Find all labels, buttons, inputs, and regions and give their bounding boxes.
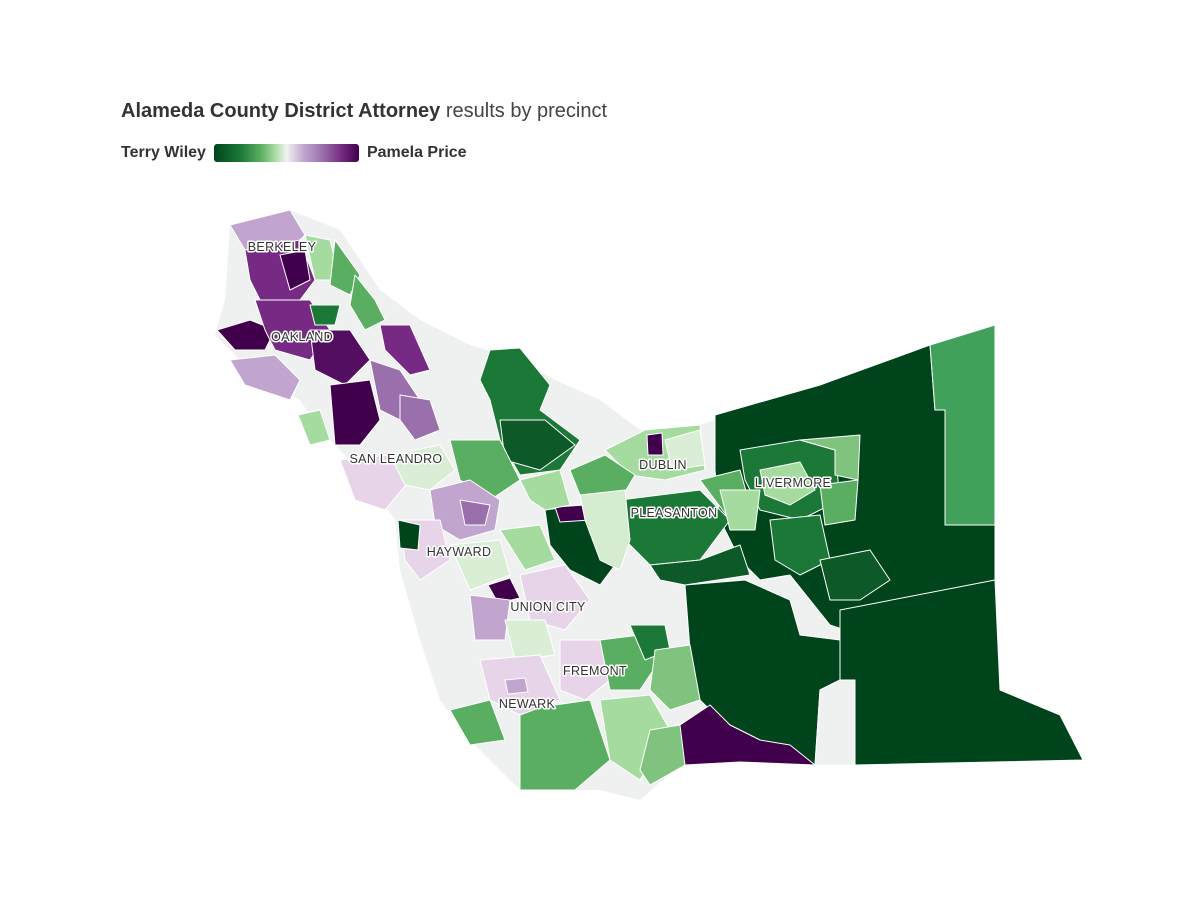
map-title-bold: Alameda County District Attorney [121, 100, 441, 122]
precinct-oakland-j [349, 274, 386, 331]
city-label-san-leandro: SAN LEANDRO [350, 452, 443, 466]
city-label-berkeley: BERKELEY [248, 240, 317, 254]
precinct-pleasanton-d [719, 489, 761, 531]
city-label-pleasanton: PLEASANTON [631, 506, 718, 520]
precinct-hayward-d [397, 519, 421, 551]
precinct-hills-e [579, 489, 631, 571]
precinct-oakland-h [309, 304, 341, 326]
precinct-far-east [929, 324, 996, 526]
precinct-southeast-dark [839, 579, 1084, 766]
legend-left-label: Terry Wiley [121, 144, 206, 161]
precinct-livermore-d [819, 479, 859, 526]
legend-color-ramp [213, 144, 359, 162]
city-label-livermore: LIVERMORE [755, 476, 831, 490]
precinct-regions [215, 209, 1084, 800]
precinct-fremont-a [559, 639, 611, 701]
legend-right-label: Pamela Price [366, 144, 467, 161]
precinct-sanleandro-a [339, 454, 411, 511]
precinct-berkeley-c [279, 249, 311, 291]
city-label-union-city: UNION CITY [510, 600, 586, 614]
precinct-dublin-c [664, 429, 706, 471]
precinct-pleasanton-b [649, 544, 751, 586]
precinct-fremont-d [649, 644, 701, 711]
precinct-oakland-a [254, 299, 331, 361]
precinct-livermore-b [799, 434, 861, 481]
precinct-fremont-g [639, 724, 686, 786]
precinct-south-neutral [814, 679, 856, 766]
precinct-livermore-e [769, 514, 831, 576]
precinct-livermore-c [759, 461, 816, 506]
precinct-hayward-e [449, 539, 511, 591]
map-title: Alameda County District Attorney results… [121, 100, 607, 123]
precinct-berkeley-e [329, 239, 361, 296]
precinct-hayward-f [499, 524, 556, 571]
precinct-hayward-b [459, 499, 491, 526]
map-title-rest: results by precinct [445, 100, 608, 122]
precinct-fremont-e [519, 699, 611, 791]
precinct-oakland-c [329, 379, 381, 446]
precinct-oakland-f [399, 394, 441, 441]
precinct-newark-b [504, 677, 529, 695]
precinct-dublin-b [569, 454, 636, 501]
precinct-oakland-e [229, 354, 301, 401]
city-label-fremont: FREMONT [563, 664, 627, 678]
precinct-unioncity-a [519, 564, 591, 631]
precinct-unioncity-c [504, 619, 556, 661]
precinct-livermore-f [819, 549, 891, 601]
city-label-newark: NEWARK [499, 697, 556, 711]
precinct-dublin-price [646, 432, 664, 456]
city-label-oakland: OAKLAND [271, 330, 333, 344]
precinct-unioncity-price [487, 577, 521, 604]
legend: Terry Wiley Pamela Price [121, 142, 467, 164]
city-label-dublin: DUBLIN [639, 458, 687, 472]
precinct-oakland-i [297, 409, 331, 446]
precinct-newark-c [449, 699, 506, 746]
precinct-oakland-b [309, 329, 371, 386]
city-labels: BERKELEY OAKLAND SAN LEANDRO DUBLIN LIVE… [246, 239, 832, 713]
city-label-hayward: HAYWARD [427, 545, 492, 559]
precinct-unioncity-b [469, 594, 511, 641]
precinct-oakland-g [379, 324, 431, 376]
precinct-sanleandro-b [389, 444, 456, 491]
precinct-hills-f [519, 469, 571, 511]
